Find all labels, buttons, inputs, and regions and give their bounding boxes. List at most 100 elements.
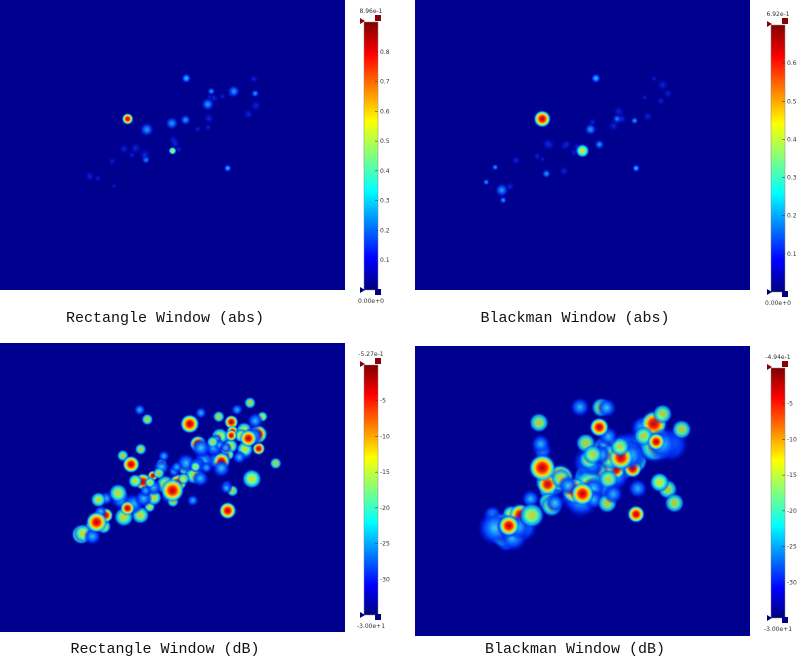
blob (212, 410, 225, 423)
blob (575, 143, 590, 158)
blob (510, 154, 522, 166)
blob (612, 104, 626, 118)
blob (165, 116, 179, 130)
colorbar-max-square (782, 18, 788, 24)
blob (181, 73, 192, 84)
blob (655, 78, 670, 92)
blob (632, 164, 641, 173)
blob (545, 493, 566, 514)
blob (202, 111, 216, 126)
colorbar-tick-label: 0.2 (380, 227, 390, 234)
colorbar-tick-label: -30 (787, 579, 797, 586)
colorbar-min-marker (360, 612, 365, 618)
colorbar-max-label: -4.94e-1 (765, 354, 790, 361)
blob (200, 461, 213, 474)
colorbar-tick-label: 0.2 (787, 213, 797, 220)
blob (157, 450, 170, 463)
colorbar-tick-label: -20 (787, 508, 797, 515)
colorbar-tick-label: -15 (380, 469, 390, 476)
blob (650, 74, 658, 83)
blob (220, 482, 233, 495)
blob (248, 73, 259, 84)
blob (139, 484, 152, 497)
blob (249, 99, 263, 113)
blob (497, 514, 520, 537)
blob (207, 87, 216, 96)
colorbar (770, 24, 786, 293)
colorbar-max-label: 6.92e-1 (766, 11, 789, 18)
colorbar-min-label: 0.00e+0 (358, 298, 384, 305)
blob (191, 437, 211, 458)
blob (247, 412, 264, 429)
blob (206, 435, 219, 448)
blob (494, 183, 509, 197)
image-content (482, 73, 674, 204)
panel: 6.92e-1 0.00e+0 0.6 0.5 0.4 0.3 0.2 0.1 Blackman… (415, 0, 797, 327)
blob (242, 107, 255, 121)
blob (85, 511, 108, 534)
blob (641, 110, 654, 123)
blob (664, 493, 685, 514)
blob (590, 73, 601, 84)
blob (201, 97, 215, 111)
blob (640, 93, 649, 101)
blob (226, 91, 233, 98)
blob (212, 459, 231, 478)
blob (482, 178, 490, 186)
colorbar-tick-label: 0.1 (380, 257, 390, 264)
blob (205, 93, 213, 101)
colorbar-max-square (782, 361, 788, 367)
blob (110, 182, 118, 190)
image-content (71, 396, 282, 546)
blob (168, 146, 177, 155)
colorbar-tick-label: 0.4 (787, 136, 797, 143)
blob (94, 174, 102, 183)
blob (218, 501, 237, 520)
blob (244, 396, 257, 409)
blob (596, 397, 617, 418)
blob (540, 137, 554, 151)
blob (558, 165, 570, 177)
image-content (476, 397, 692, 553)
blob (225, 429, 238, 442)
caption: Rectangle Window (dB) (70, 641, 259, 658)
colorbar-min-marker (767, 289, 772, 295)
colorbar-max-marker (360, 361, 365, 367)
colorbar-min-marker (767, 615, 772, 621)
blob (152, 467, 165, 480)
blob (649, 472, 670, 493)
blob (204, 123, 213, 132)
colorbar-tick-label: 0.5 (380, 138, 390, 145)
colorbar-max-square (375, 358, 381, 364)
blob (90, 491, 107, 508)
blob (191, 469, 209, 487)
blob (589, 417, 610, 438)
colorbar-tick-label: -15 (787, 472, 797, 479)
colorbar-tick-label: 0.4 (380, 168, 390, 175)
blob (251, 89, 260, 98)
blob (239, 429, 258, 448)
blob (160, 478, 185, 503)
blob (627, 478, 648, 499)
colorbar-tick-label: -5 (380, 398, 386, 405)
colorbar-tick-label: -30 (380, 576, 390, 583)
colorbar-max-marker (767, 21, 772, 27)
blob (656, 96, 666, 106)
blob (133, 403, 146, 416)
colorbar-min-square (375, 289, 381, 295)
colorbar-tick-label: 0.3 (380, 198, 390, 205)
colorbar-min-label: 0.00e+0 (765, 300, 791, 307)
blob (117, 142, 131, 155)
image-content (83, 73, 263, 190)
colorbar-max-marker (360, 18, 365, 24)
blob (528, 453, 557, 482)
blob (532, 151, 543, 161)
caption: Blackman Window (abs) (480, 310, 669, 327)
blob (518, 502, 545, 529)
blob (541, 169, 552, 179)
blob (528, 412, 549, 433)
blob (491, 163, 499, 171)
colorbar-tick-label: 0.5 (787, 98, 797, 105)
blob (603, 484, 624, 505)
